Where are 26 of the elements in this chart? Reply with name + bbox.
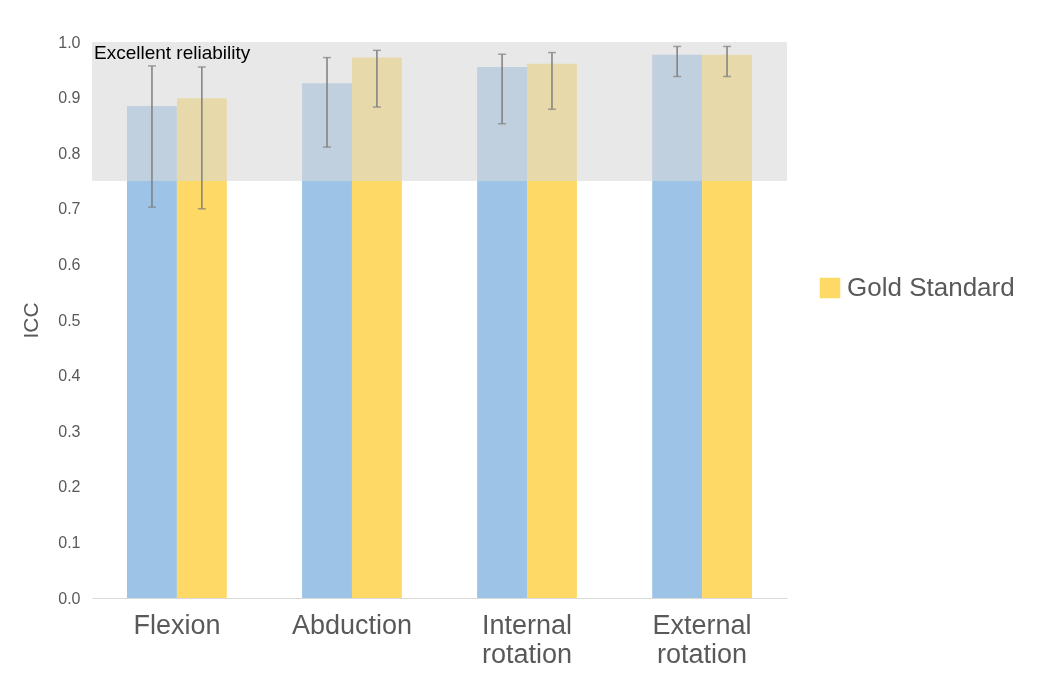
y-tick-label: 0.7 (58, 200, 81, 218)
legend-label: Gold Standard (847, 272, 1015, 302)
y-tick-label: 0.1 (58, 533, 81, 551)
x-tick-label: External rotation (652, 609, 752, 669)
y-tick-label: 0.2 (58, 478, 81, 496)
y-tick-label: 0.5 (58, 311, 81, 329)
bar (477, 67, 528, 598)
y-tick-label: 0.0 (58, 589, 81, 607)
y-tick-label: 0.9 (58, 89, 81, 107)
y-axis-title: ICC (19, 302, 43, 339)
y-tick-label: 0.6 (58, 255, 81, 273)
band-label: Excellent reliability (94, 42, 251, 63)
x-tick-label: Flexion (133, 609, 221, 640)
y-tick-label: 1.0 (58, 33, 81, 51)
bar (302, 83, 352, 598)
bar (702, 54, 752, 598)
y-tick-label: 0.8 (58, 144, 81, 162)
bar (176, 98, 227, 598)
x-tick-label: Abduction (291, 609, 413, 640)
bar (527, 63, 577, 598)
x-tick-label: Internal rotation (482, 609, 573, 669)
y-tick-label: 0.3 (58, 422, 81, 440)
bar (127, 105, 177, 598)
bar (652, 54, 703, 598)
bar (351, 57, 402, 598)
y-tick-label: 0.4 (58, 367, 81, 385)
